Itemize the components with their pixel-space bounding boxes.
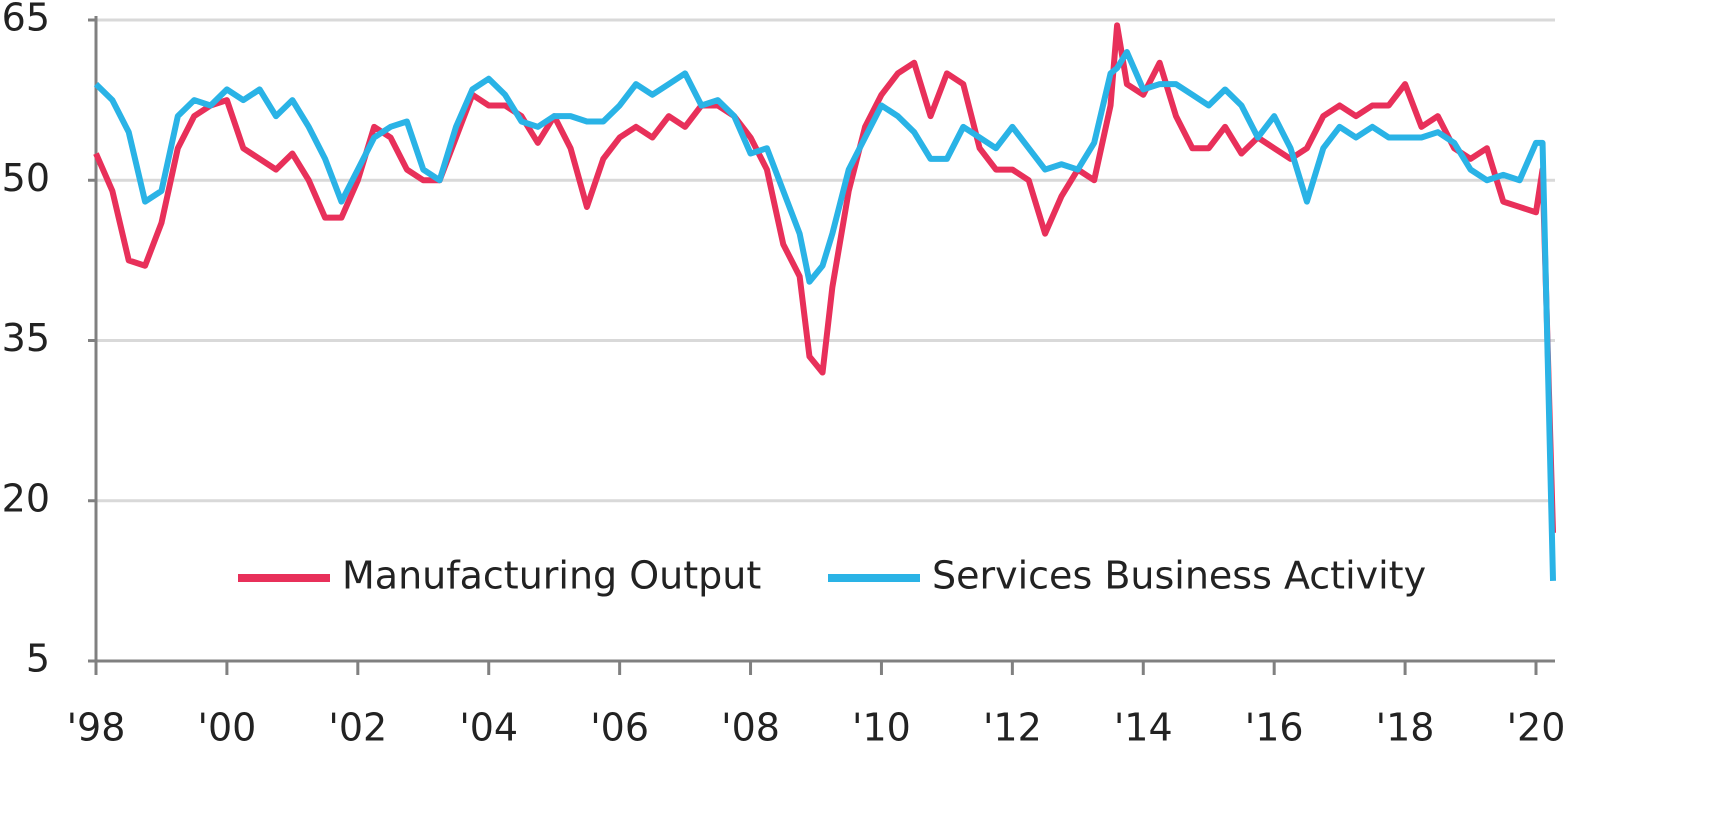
series-line xyxy=(93,49,1557,581)
y-tick-label: 5 xyxy=(26,637,50,681)
x-tick-label: '06 xyxy=(590,706,649,750)
y-tick-label: 50 xyxy=(2,156,50,200)
x-tick-label: '04 xyxy=(459,706,518,750)
x-tick-label: '12 xyxy=(983,706,1042,750)
series-line xyxy=(93,22,1557,533)
x-tick-label: '02 xyxy=(328,706,387,750)
x-tick-label: '16 xyxy=(1245,706,1304,750)
x-tick-label: '00 xyxy=(198,706,257,750)
legend-label: Services Business Activity xyxy=(932,554,1426,598)
y-tick-label: 35 xyxy=(2,316,50,360)
y-tick-label: 65 xyxy=(2,0,50,40)
x-tick-label: '10 xyxy=(852,706,911,750)
x-tick-label: '14 xyxy=(1114,706,1173,750)
legend-label: Manufacturing Output xyxy=(342,554,761,598)
x-tick-label: '20 xyxy=(1507,706,1566,750)
x-tick-label: '08 xyxy=(721,706,780,750)
y-tick-label: 20 xyxy=(2,476,50,520)
x-tick-label: '98 xyxy=(67,706,126,750)
x-tick-label: '18 xyxy=(1376,706,1435,750)
